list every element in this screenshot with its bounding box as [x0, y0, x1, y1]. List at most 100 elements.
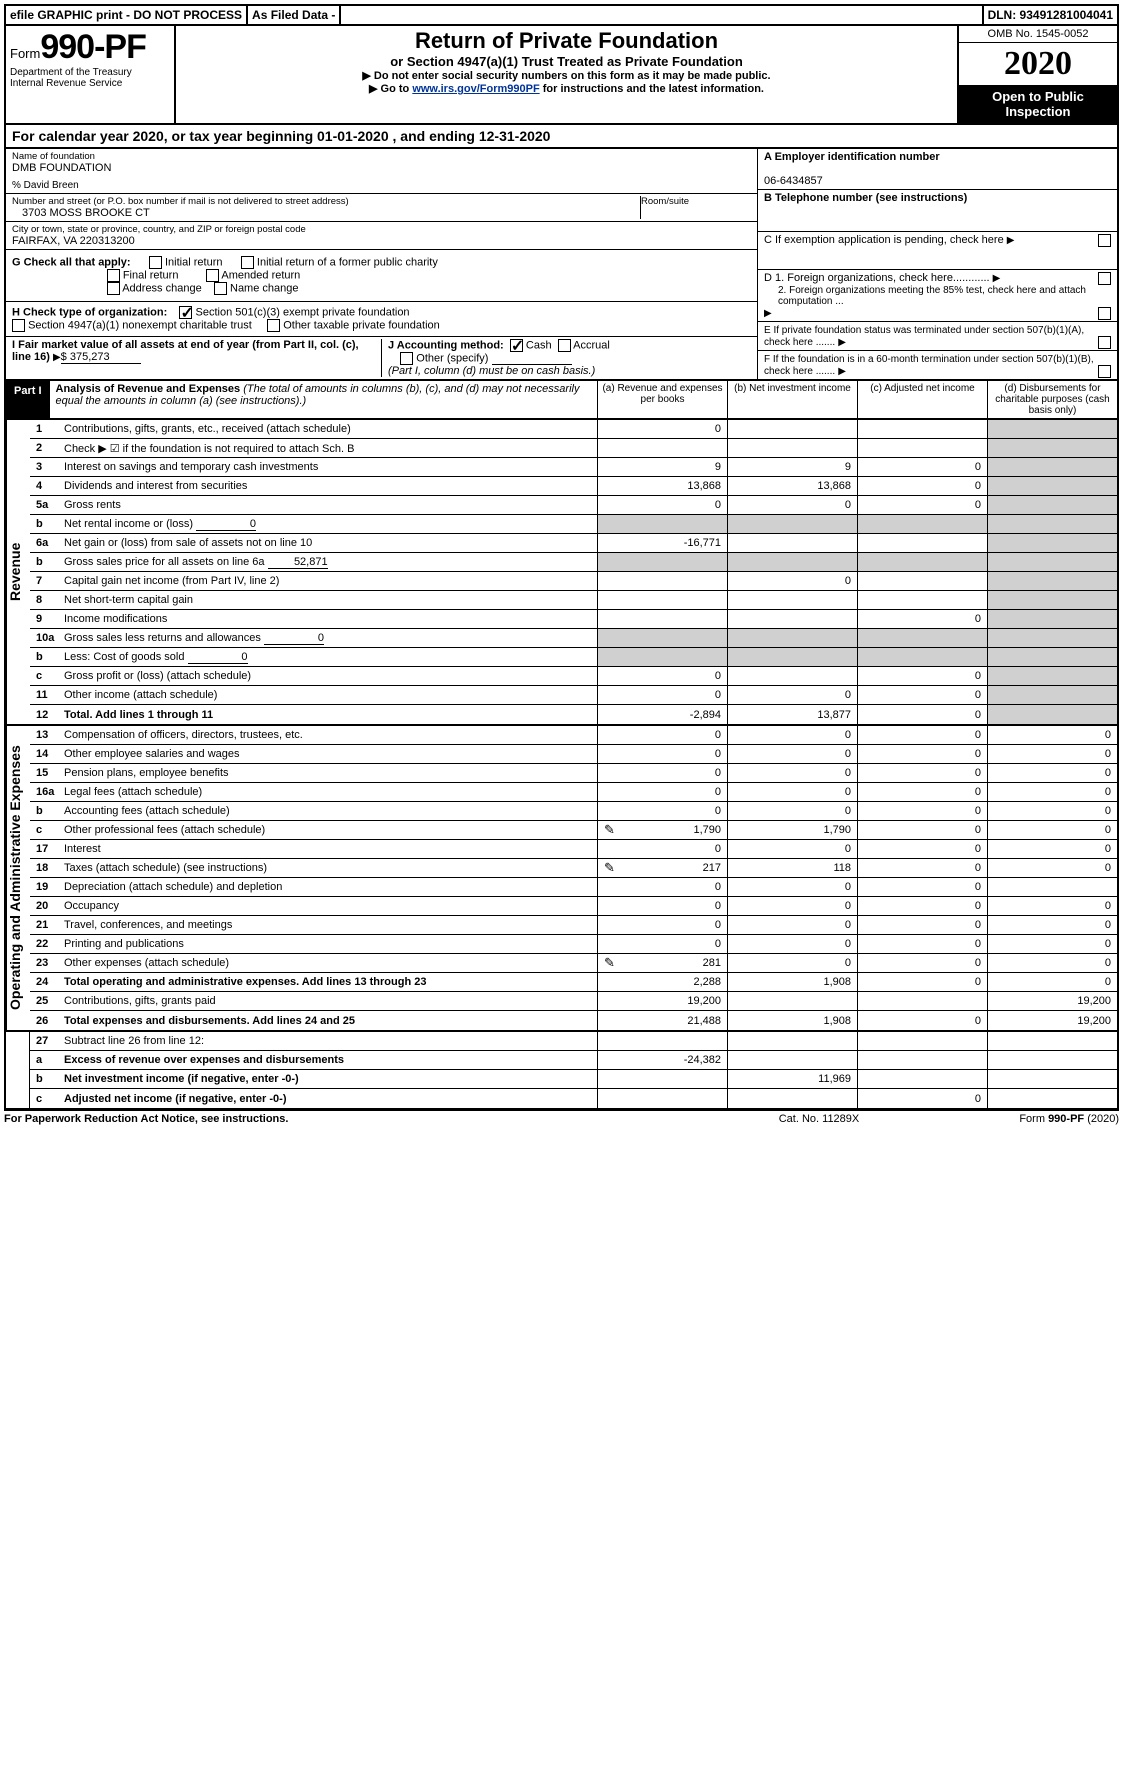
col-c-value: 0 [857, 726, 987, 744]
line-row: 23Other expenses (attach schedule)✎28100… [30, 954, 1117, 973]
form-no-footer: Form 990-PF (2020) [919, 1113, 1119, 1125]
chk-cash[interactable] [510, 339, 523, 352]
col-d-value [987, 610, 1117, 628]
part-i-badge: Part I [6, 381, 50, 418]
chk-other-taxable[interactable] [267, 319, 280, 332]
line-text: Net investment income (if negative, ente… [60, 1072, 597, 1086]
section-h: H Check type of organization: Section 50… [6, 302, 757, 337]
col-c-value [857, 420, 987, 438]
chk-501c3[interactable] [179, 306, 192, 319]
col-b-value: 1,908 [727, 973, 857, 991]
chk-exemption-pending[interactable] [1098, 234, 1111, 247]
col-d-value: 0 [987, 840, 1117, 858]
care-of: % David Breen [12, 180, 751, 191]
public-inspection-badge: Open to Public Inspection [959, 85, 1117, 123]
line-text: Occupancy [60, 899, 597, 913]
line-text: Other professional fees (attach schedule… [60, 823, 597, 837]
line-text: Gross sales less returns and allowances … [60, 631, 597, 646]
col-d-value: 0 [987, 897, 1117, 915]
col-b-value: 0 [727, 686, 857, 704]
col-a-value [597, 591, 727, 609]
col-a-value [597, 572, 727, 590]
header-bar: efile GRAPHIC print - DO NOT PROCESS As … [4, 4, 1119, 26]
fmv-value: $ 375,273 [61, 351, 141, 364]
line-number: 11 [30, 689, 60, 701]
col-d-value: 0 [987, 935, 1117, 953]
line-row: 10aGross sales less returns and allowanc… [30, 629, 1117, 648]
col-a-value: 0 [597, 764, 727, 782]
line-text: Dividends and interest from securities [60, 479, 597, 493]
col-d-value [987, 534, 1117, 552]
col-b-value: 0 [727, 572, 857, 590]
col-a-value [597, 1089, 727, 1108]
col-a-value: 2,288 [597, 973, 727, 991]
attach-icon: ✎ [604, 955, 615, 971]
col-d-value [987, 477, 1117, 495]
col-c-value: 0 [857, 745, 987, 763]
col-a-value: ✎1,790 [597, 821, 727, 839]
col-b-value [727, 534, 857, 552]
room-suite-label: Room/suite [641, 196, 751, 207]
chk-status-terminated[interactable] [1098, 336, 1111, 349]
chk-amended-return[interactable] [206, 269, 219, 282]
line-number: 4 [30, 480, 60, 492]
col-b-value: 0 [727, 783, 857, 801]
chk-85pct[interactable] [1098, 307, 1111, 320]
line-text: Interest on savings and temporary cash i… [60, 460, 597, 474]
chk-4947[interactable] [12, 319, 25, 332]
col-c-value [857, 1070, 987, 1088]
line-row: bNet investment income (if negative, ent… [30, 1070, 1117, 1089]
chk-initial-former[interactable] [241, 256, 254, 269]
phone-label: B Telephone number (see instructions) [764, 192, 967, 204]
line-text: Pension plans, employee benefits [60, 766, 597, 780]
chk-initial-return[interactable] [149, 256, 162, 269]
col-d-value [987, 496, 1117, 514]
col-a-value: -16,771 [597, 534, 727, 552]
col-d-value: 0 [987, 802, 1117, 820]
line-number: 22 [30, 938, 60, 950]
col-b-value: 0 [727, 496, 857, 514]
chk-foreign-org[interactable] [1098, 272, 1111, 285]
col-a-value [597, 439, 727, 457]
col-c-value [857, 515, 987, 533]
col-b-value: 1,790 [727, 821, 857, 839]
line-text: Capital gain net income (from Part IV, l… [60, 574, 597, 588]
col-b-value: 0 [727, 954, 857, 972]
line-number: 17 [30, 843, 60, 855]
chk-60month[interactable] [1098, 365, 1111, 378]
line-text: Depreciation (attach schedule) and deple… [60, 880, 597, 894]
col-d-value [987, 591, 1117, 609]
chk-address-change[interactable] [107, 282, 120, 295]
chk-accrual[interactable] [558, 339, 571, 352]
irs-link[interactable]: www.irs.gov/Form990PF [412, 83, 539, 95]
col-b-value: 0 [727, 916, 857, 934]
line-number: 5a [30, 499, 60, 511]
col-a-value: 0 [597, 897, 727, 915]
line-row: bGross sales price for all assets on lin… [30, 553, 1117, 572]
col-a-value: 0 [597, 496, 727, 514]
col-d-value [987, 648, 1117, 666]
col-b-value [727, 439, 857, 457]
section-j-label: J Accounting method: [388, 339, 504, 351]
col-b-value: 0 [727, 745, 857, 763]
form-title: Return of Private Foundation [182, 28, 951, 54]
chk-other-method[interactable] [400, 352, 413, 365]
dept-treasury: Department of the Treasury [10, 67, 170, 78]
chk-final-return[interactable] [107, 269, 120, 282]
line-number: b [30, 518, 60, 530]
line-row: 26Total expenses and disbursements. Add … [30, 1011, 1117, 1030]
line-text: Total. Add lines 1 through 11 [60, 708, 597, 722]
col-a-value: 21,488 [597, 1011, 727, 1030]
line-text: Other income (attach schedule) [60, 688, 597, 702]
col-b-value: 0 [727, 878, 857, 896]
chk-name-change[interactable] [214, 282, 227, 295]
line-number: b [30, 805, 60, 817]
line-text: Printing and publications [60, 937, 597, 951]
col-d-value [987, 705, 1117, 724]
col-b-header: (b) Net investment income [727, 381, 857, 418]
line-row: 17Interest0000 [30, 840, 1117, 859]
line-number: 21 [30, 919, 60, 931]
asfiled-label: As Filed Data - [248, 6, 341, 24]
revenue-table: Revenue 1Contributions, gifts, grants, e… [4, 420, 1119, 726]
attach-icon: ✎ [604, 822, 615, 838]
